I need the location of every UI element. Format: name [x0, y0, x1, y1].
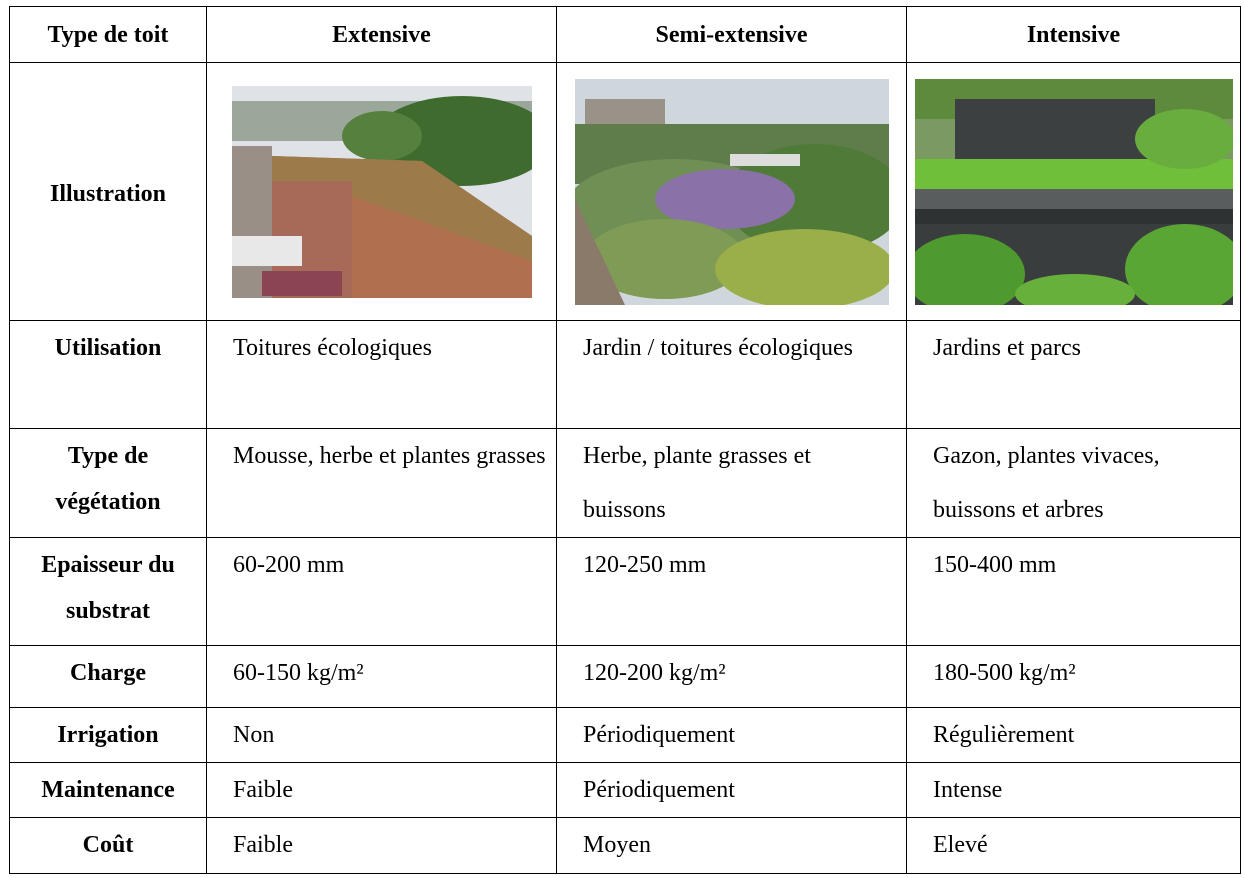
row-header: Epaisseur du substrat: [10, 538, 207, 646]
row-header: Utilisation: [10, 321, 207, 429]
table-cell: 120-200 kg/m²: [557, 646, 907, 708]
row-header: Coût: [10, 818, 207, 874]
semi-extensive-image: [575, 79, 889, 305]
extensive-image: [232, 86, 532, 298]
table-cell: Toitures écologiques: [207, 321, 557, 429]
table-cell: 180-500 kg/m²: [907, 646, 1241, 708]
illustration-row: Illustration: [10, 63, 1241, 321]
table-row: Type de végétation Mousse, herbe et plan…: [10, 429, 1241, 538]
header-row: Type de toit Extensive Semi-extensive In…: [10, 7, 1241, 63]
table-cell: Jardins et parcs: [907, 321, 1241, 429]
table-cell: 60-200 mm: [207, 538, 557, 646]
image-cell: [557, 63, 907, 321]
table-cell: Intense: [907, 763, 1241, 818]
table-row: Irrigation Non Périodiquement Régulièrem…: [10, 708, 1241, 763]
table-cell: 120-250 mm: [557, 538, 907, 646]
image-cell: [207, 63, 557, 321]
table-cell: Faible: [207, 763, 557, 818]
table-cell: 150-400 mm: [907, 538, 1241, 646]
table-cell: Mousse, herbe et plantes grasses: [207, 429, 557, 538]
table-cell: Moyen: [557, 818, 907, 874]
table-row: Epaisseur du substrat 60-200 mm 120-250 …: [10, 538, 1241, 646]
table-cell: Périodiquement: [557, 708, 907, 763]
table-row: Charge 60-150 kg/m² 120-200 kg/m² 180-50…: [10, 646, 1241, 708]
table-row: Utilisation Toitures écologiques Jardin …: [10, 321, 1241, 429]
table-cell: Régulièrement: [907, 708, 1241, 763]
header-cell: Type de toit: [10, 7, 207, 63]
header-cell: Extensive: [207, 7, 557, 63]
header-cell: Semi-extensive: [557, 7, 907, 63]
table-cell: Elevé: [907, 818, 1241, 874]
row-header: Charge: [10, 646, 207, 708]
page: {"table": { "header": ["Type de toit", "…: [0, 0, 1245, 878]
row-header: Illustration: [10, 63, 207, 321]
header-cell: Intensive: [907, 7, 1241, 63]
table-cell: Non: [207, 708, 557, 763]
image-cell: [907, 63, 1241, 321]
intensive-image: [915, 79, 1233, 305]
table-cell: Herbe, plante grasses et buissons: [557, 429, 907, 538]
roof-table: Type de toit Extensive Semi-extensive In…: [9, 6, 1241, 874]
row-header: Irrigation: [10, 708, 207, 763]
table-cell: Faible: [207, 818, 557, 874]
table-cell: Périodiquement: [557, 763, 907, 818]
row-header: Type de végétation: [10, 429, 207, 538]
table-cell: Jardin / toitures écologiques: [557, 321, 907, 429]
table-row: Maintenance Faible Périodiquement Intens…: [10, 763, 1241, 818]
table-cell: 60-150 kg/m²: [207, 646, 557, 708]
row-header: Maintenance: [10, 763, 207, 818]
table-row: Coût Faible Moyen Elevé: [10, 818, 1241, 874]
table-cell: Gazon, plantes vivaces, buissons et arbr…: [907, 429, 1241, 538]
